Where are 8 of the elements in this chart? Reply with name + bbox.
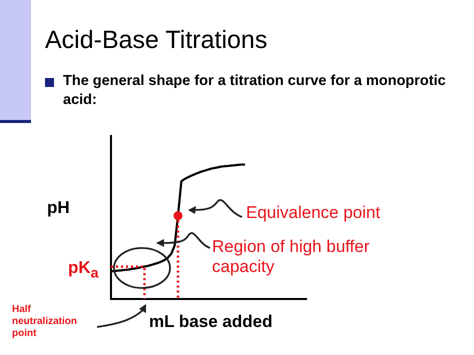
ref-line-label: pK$_{a}$ xyxy=(68,258,99,282)
chart-subtitle: The general shape for a titration curve for a monoprotic acid: xyxy=(63,72,447,110)
chart-title: Acid-Base Titrations xyxy=(45,26,268,55)
y-axis-title: pH xyxy=(47,198,70,218)
text: Half neutralization point xyxy=(12,304,78,340)
x-axis-title: mL base added xyxy=(149,312,272,332)
annotation: Equivalence point xyxy=(246,203,380,223)
annotation: Region of high buffer capacity xyxy=(212,237,371,276)
